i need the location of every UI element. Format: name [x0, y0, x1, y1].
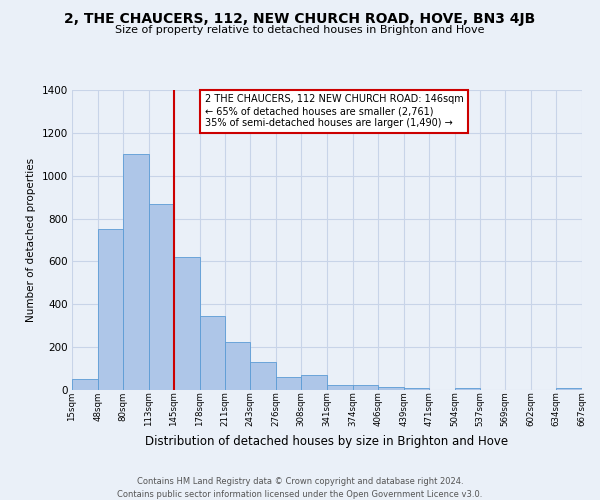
- Bar: [98, 230, 123, 390]
- Text: 2, THE CHAUCERS, 112, NEW CHURCH ROAD, HOVE, BN3 4JB: 2, THE CHAUCERS, 112, NEW CHURCH ROAD, H…: [64, 12, 536, 26]
- Bar: [301, 375, 327, 390]
- Bar: [173, 257, 199, 390]
- Bar: [250, 362, 276, 390]
- Bar: [404, 388, 428, 390]
- Text: 2 THE CHAUCERS, 112 NEW CHURCH ROAD: 146sqm
← 65% of detached houses are smaller: 2 THE CHAUCERS, 112 NEW CHURCH ROAD: 146…: [205, 94, 463, 128]
- Text: Size of property relative to detached houses in Brighton and Hove: Size of property relative to detached ho…: [115, 25, 485, 35]
- Bar: [556, 388, 582, 390]
- Bar: [199, 316, 226, 390]
- Bar: [378, 387, 404, 390]
- Bar: [72, 380, 98, 390]
- Bar: [276, 376, 301, 390]
- Bar: [455, 388, 481, 390]
- Bar: [149, 204, 173, 390]
- Text: Contains public sector information licensed under the Open Government Licence v3: Contains public sector information licen…: [118, 490, 482, 499]
- Bar: [123, 154, 149, 390]
- Text: Contains HM Land Registry data © Crown copyright and database right 2024.: Contains HM Land Registry data © Crown c…: [137, 478, 463, 486]
- Bar: [226, 342, 250, 390]
- Y-axis label: Number of detached properties: Number of detached properties: [26, 158, 36, 322]
- Bar: [353, 386, 378, 390]
- Bar: [327, 384, 353, 390]
- X-axis label: Distribution of detached houses by size in Brighton and Hove: Distribution of detached houses by size …: [145, 434, 509, 448]
